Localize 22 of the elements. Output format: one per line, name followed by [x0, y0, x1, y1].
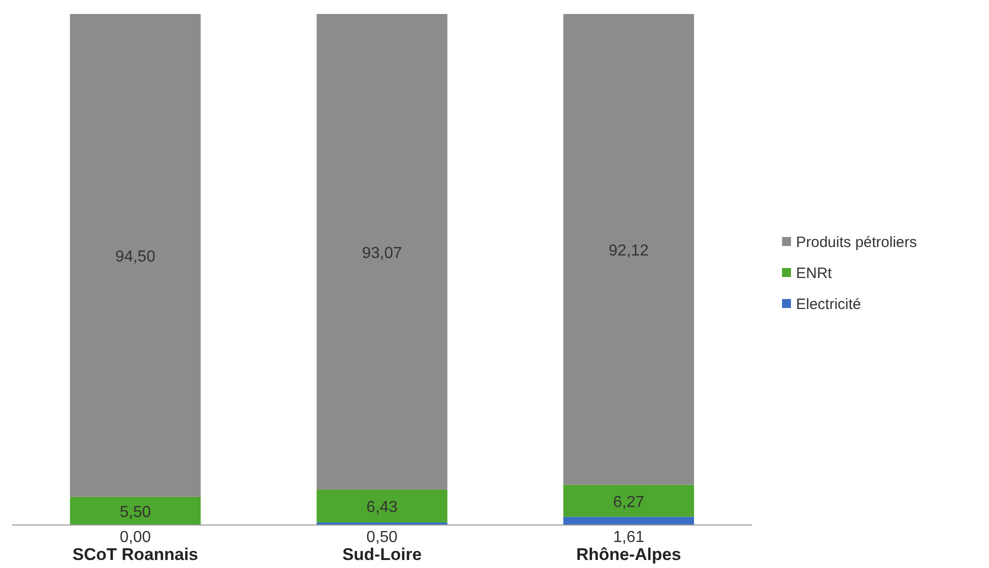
data-label: 6,43 — [366, 499, 398, 516]
x-tick-label: Rhône-Alpes — [576, 545, 682, 564]
bar — [70, 14, 201, 497]
legend-label: ENRt — [796, 265, 833, 282]
data-label: 1,61 — [613, 529, 644, 546]
x-tick-label: Sud-Loire — [342, 545, 422, 564]
bar — [316, 490, 448, 522]
bar — [316, 14, 448, 490]
legend-label: Electricité — [796, 296, 862, 313]
data-label: 93,07 — [362, 244, 402, 262]
data-label: 6,27 — [613, 494, 644, 511]
x-tick-label: SCoT Roannais — [72, 545, 198, 564]
bar — [70, 496, 201, 525]
legend-label: Produits pétroliers — [796, 234, 917, 251]
bar — [563, 516, 694, 525]
data-label: 94,50 — [115, 248, 156, 266]
data-label: 5,50 — [120, 504, 152, 521]
bar — [563, 484, 694, 517]
data-label: 0,50 — [366, 529, 398, 546]
bar — [563, 14, 694, 485]
data-label: 0,00 — [120, 529, 152, 546]
data-label: 92,12 — [608, 242, 649, 260]
